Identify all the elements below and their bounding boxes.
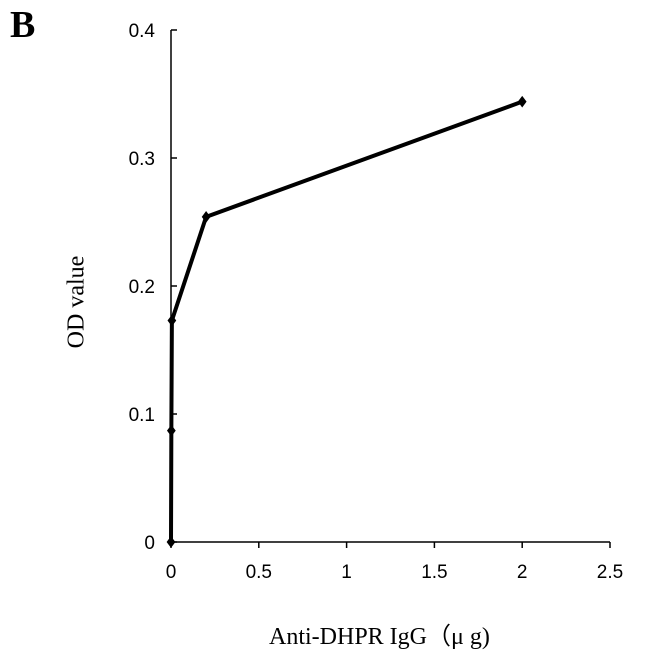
y-tick-label: 0 bbox=[144, 533, 155, 554]
data-point bbox=[166, 536, 176, 548]
y-tick-label: 0.3 bbox=[129, 149, 155, 170]
data-point bbox=[201, 211, 211, 223]
x-tick-label: 1.5 bbox=[421, 562, 447, 583]
x-tick-label: 0.5 bbox=[246, 562, 272, 583]
x-tick-label: 2.5 bbox=[597, 562, 623, 583]
axes bbox=[170, 30, 610, 543]
series-line bbox=[169, 99, 525, 544]
y-tick-label: 0.4 bbox=[129, 21, 156, 42]
panel-label: B bbox=[10, 4, 36, 46]
data-point bbox=[166, 424, 176, 437]
data-point bbox=[167, 314, 177, 327]
ticks: 0 0.1 0.2 0.3 0.4 0 0.5 1 1.5 2 2.5 bbox=[129, 21, 624, 583]
x-axis-title: Anti-DHPR IgG（μ g) bbox=[269, 624, 490, 650]
x-tick-label: 2 bbox=[517, 562, 528, 583]
y-tick-label: 0.2 bbox=[129, 277, 155, 298]
x-tick-label: 1 bbox=[341, 562, 352, 583]
series-group bbox=[166, 95, 527, 548]
x-tick-label: 0 bbox=[166, 562, 177, 583]
data-point bbox=[517, 95, 527, 108]
y-tick-label: 0.1 bbox=[129, 405, 155, 426]
